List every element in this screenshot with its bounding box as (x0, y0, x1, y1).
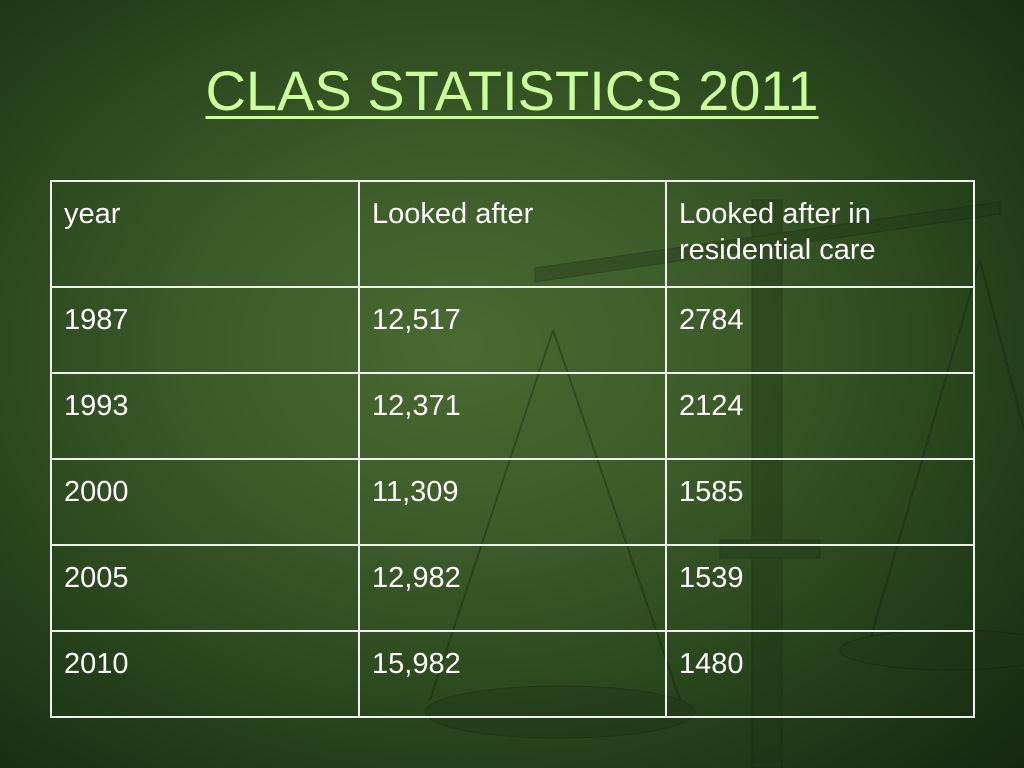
table-row: 2000 11,309 1585 (50, 458, 975, 546)
table-cell: 2005 (50, 544, 360, 632)
table-body: year Looked after Looked after in resident… (50, 180, 975, 718)
header-cell: year (50, 180, 360, 288)
table-row: 1993 12,371 2124 (50, 372, 975, 460)
table-cell: 11,309 (358, 458, 667, 546)
slide-title: CLAS STATISTICS 2011 (205, 59, 819, 122)
table-row: 2010 15,982 1480 (50, 630, 975, 718)
table-cell: 1987 (50, 286, 360, 374)
table-cell: 1480 (665, 630, 975, 718)
scale-string (979, 259, 1024, 431)
table-row: 1987 12,517 2784 (50, 286, 975, 374)
table-cell: 1539 (665, 544, 975, 632)
table-cell: 2124 (665, 372, 975, 460)
table-cell: 2010 (50, 630, 360, 718)
table-cell: 1585 (665, 458, 975, 546)
table-cell: 12,517 (358, 286, 667, 374)
header-row: year Looked after Looked after in resident… (50, 180, 975, 288)
table-cell: 2000 (50, 458, 360, 546)
table-cell: 15,982 (358, 630, 667, 718)
table-cell: 12,371 (358, 372, 667, 460)
header-cell: Looked after in residential care (665, 180, 975, 288)
statistics-table: year Looked after Looked after in resident… (50, 180, 975, 718)
table-cell: 2784 (665, 286, 975, 374)
table-cell: 12,982 (358, 544, 667, 632)
header-cell: Looked after (358, 180, 667, 288)
table-row: 2005 12,982 1539 (50, 544, 975, 632)
table-cell: 1993 (50, 372, 360, 460)
